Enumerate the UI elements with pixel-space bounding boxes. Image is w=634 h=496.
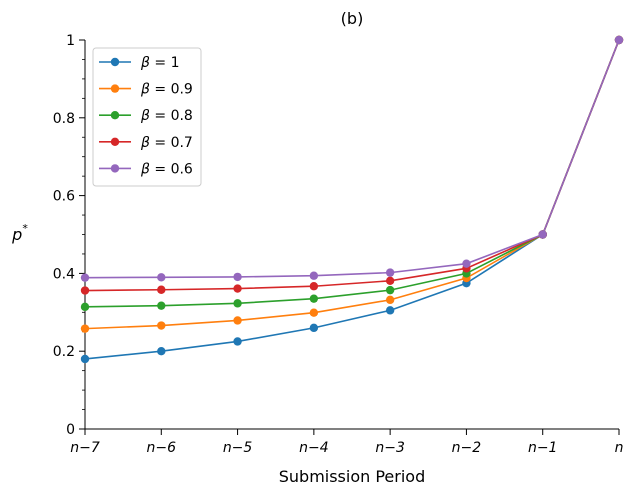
x-tick-label: n−5 <box>223 440 253 456</box>
data-point <box>157 321 166 330</box>
data-point <box>157 273 166 282</box>
x-tick-label: n−7 <box>70 440 100 456</box>
data-point <box>233 337 242 346</box>
x-axis-label: Submission Period <box>279 467 426 486</box>
data-point <box>385 295 395 305</box>
legend-marker <box>110 84 120 93</box>
y-axis-label-superscript: * <box>22 222 28 235</box>
data-point <box>385 285 395 295</box>
legend-marker <box>110 164 120 173</box>
data-point <box>385 268 395 277</box>
legend-symbol: β <box>140 82 150 98</box>
legend-value: = 0.7 <box>150 135 193 151</box>
legend-box <box>92 47 202 187</box>
data-point <box>309 294 319 303</box>
x-tick-label: n−1 <box>528 440 558 456</box>
data-point <box>157 347 166 356</box>
legend-label: β = 0.8 <box>140 108 193 124</box>
data-point <box>233 272 242 282</box>
legend-entry: β = 0.6 <box>99 161 193 177</box>
data-point <box>157 301 166 310</box>
data-point <box>80 302 90 312</box>
legend-value: = 0.9 <box>150 82 193 98</box>
data-point <box>80 286 90 295</box>
data-point <box>80 273 90 282</box>
legend-label: β = 1 <box>140 55 179 71</box>
data-point <box>80 354 90 364</box>
legend-entry: β = 1 <box>99 55 179 71</box>
series-layer <box>80 35 624 364</box>
legend-symbol: β <box>140 55 150 71</box>
legend-symbol: β <box>140 135 150 151</box>
data-point <box>157 285 166 294</box>
legend-marker <box>110 57 120 67</box>
legend-symbol: β <box>140 161 150 177</box>
data-point <box>309 308 319 317</box>
legend-marker <box>110 137 120 146</box>
y-tick-label: 0.8 <box>53 111 75 127</box>
data-point <box>385 306 395 315</box>
legend: β = 1β = 0.9β = 0.8β = 0.7β = 0.6 <box>92 47 202 187</box>
data-point <box>233 284 242 293</box>
legend-marker <box>110 111 120 120</box>
chart-title: (b) <box>341 9 364 28</box>
y-axis-label: p* <box>11 222 28 244</box>
legend-value: = 0.8 <box>150 108 193 124</box>
legend-value: = 0.6 <box>150 161 193 177</box>
series-line <box>84 39 620 279</box>
axes: 0 0.2 0.4 0.6 0.8 1 n−7 n−6 n−5 n−4 n−3 n−2 n−1 n <box>53 33 624 456</box>
data-point <box>538 230 547 239</box>
y-axis-label-text: p <box>11 225 22 244</box>
y-tick-label: 0.6 <box>53 189 75 205</box>
legend-value: = 1 <box>150 55 180 71</box>
data-point <box>80 324 90 333</box>
data-point <box>309 282 319 291</box>
x-tick-label: n <box>615 440 624 456</box>
data-point <box>309 323 319 333</box>
legend-label: β = 0.9 <box>140 82 193 98</box>
x-tick-label: n−6 <box>147 440 177 456</box>
legend-label: β = 0.6 <box>140 161 193 177</box>
y-tick-label: 0 <box>66 422 75 438</box>
x-tick-label: n−3 <box>375 440 405 456</box>
legend-entry: β = 0.8 <box>99 108 193 124</box>
legend-symbol: β <box>140 108 150 124</box>
data-point <box>233 299 242 308</box>
x-tick-label: n−4 <box>299 440 329 456</box>
y-tick-label: 0.4 <box>53 266 75 282</box>
data-point <box>462 259 471 268</box>
y-tick-label: 1 <box>66 33 75 49</box>
data-point <box>233 316 242 325</box>
data-point <box>385 276 395 285</box>
data-point <box>309 271 319 280</box>
x-tick-label: n−2 <box>452 440 482 456</box>
legend-entry: β = 0.7 <box>99 135 193 151</box>
legend-entry: β = 0.9 <box>99 82 193 98</box>
data-point <box>614 35 624 45</box>
y-tick-label: 0.2 <box>53 344 75 360</box>
series-5 <box>80 35 624 282</box>
legend-label: β = 0.7 <box>140 135 193 151</box>
